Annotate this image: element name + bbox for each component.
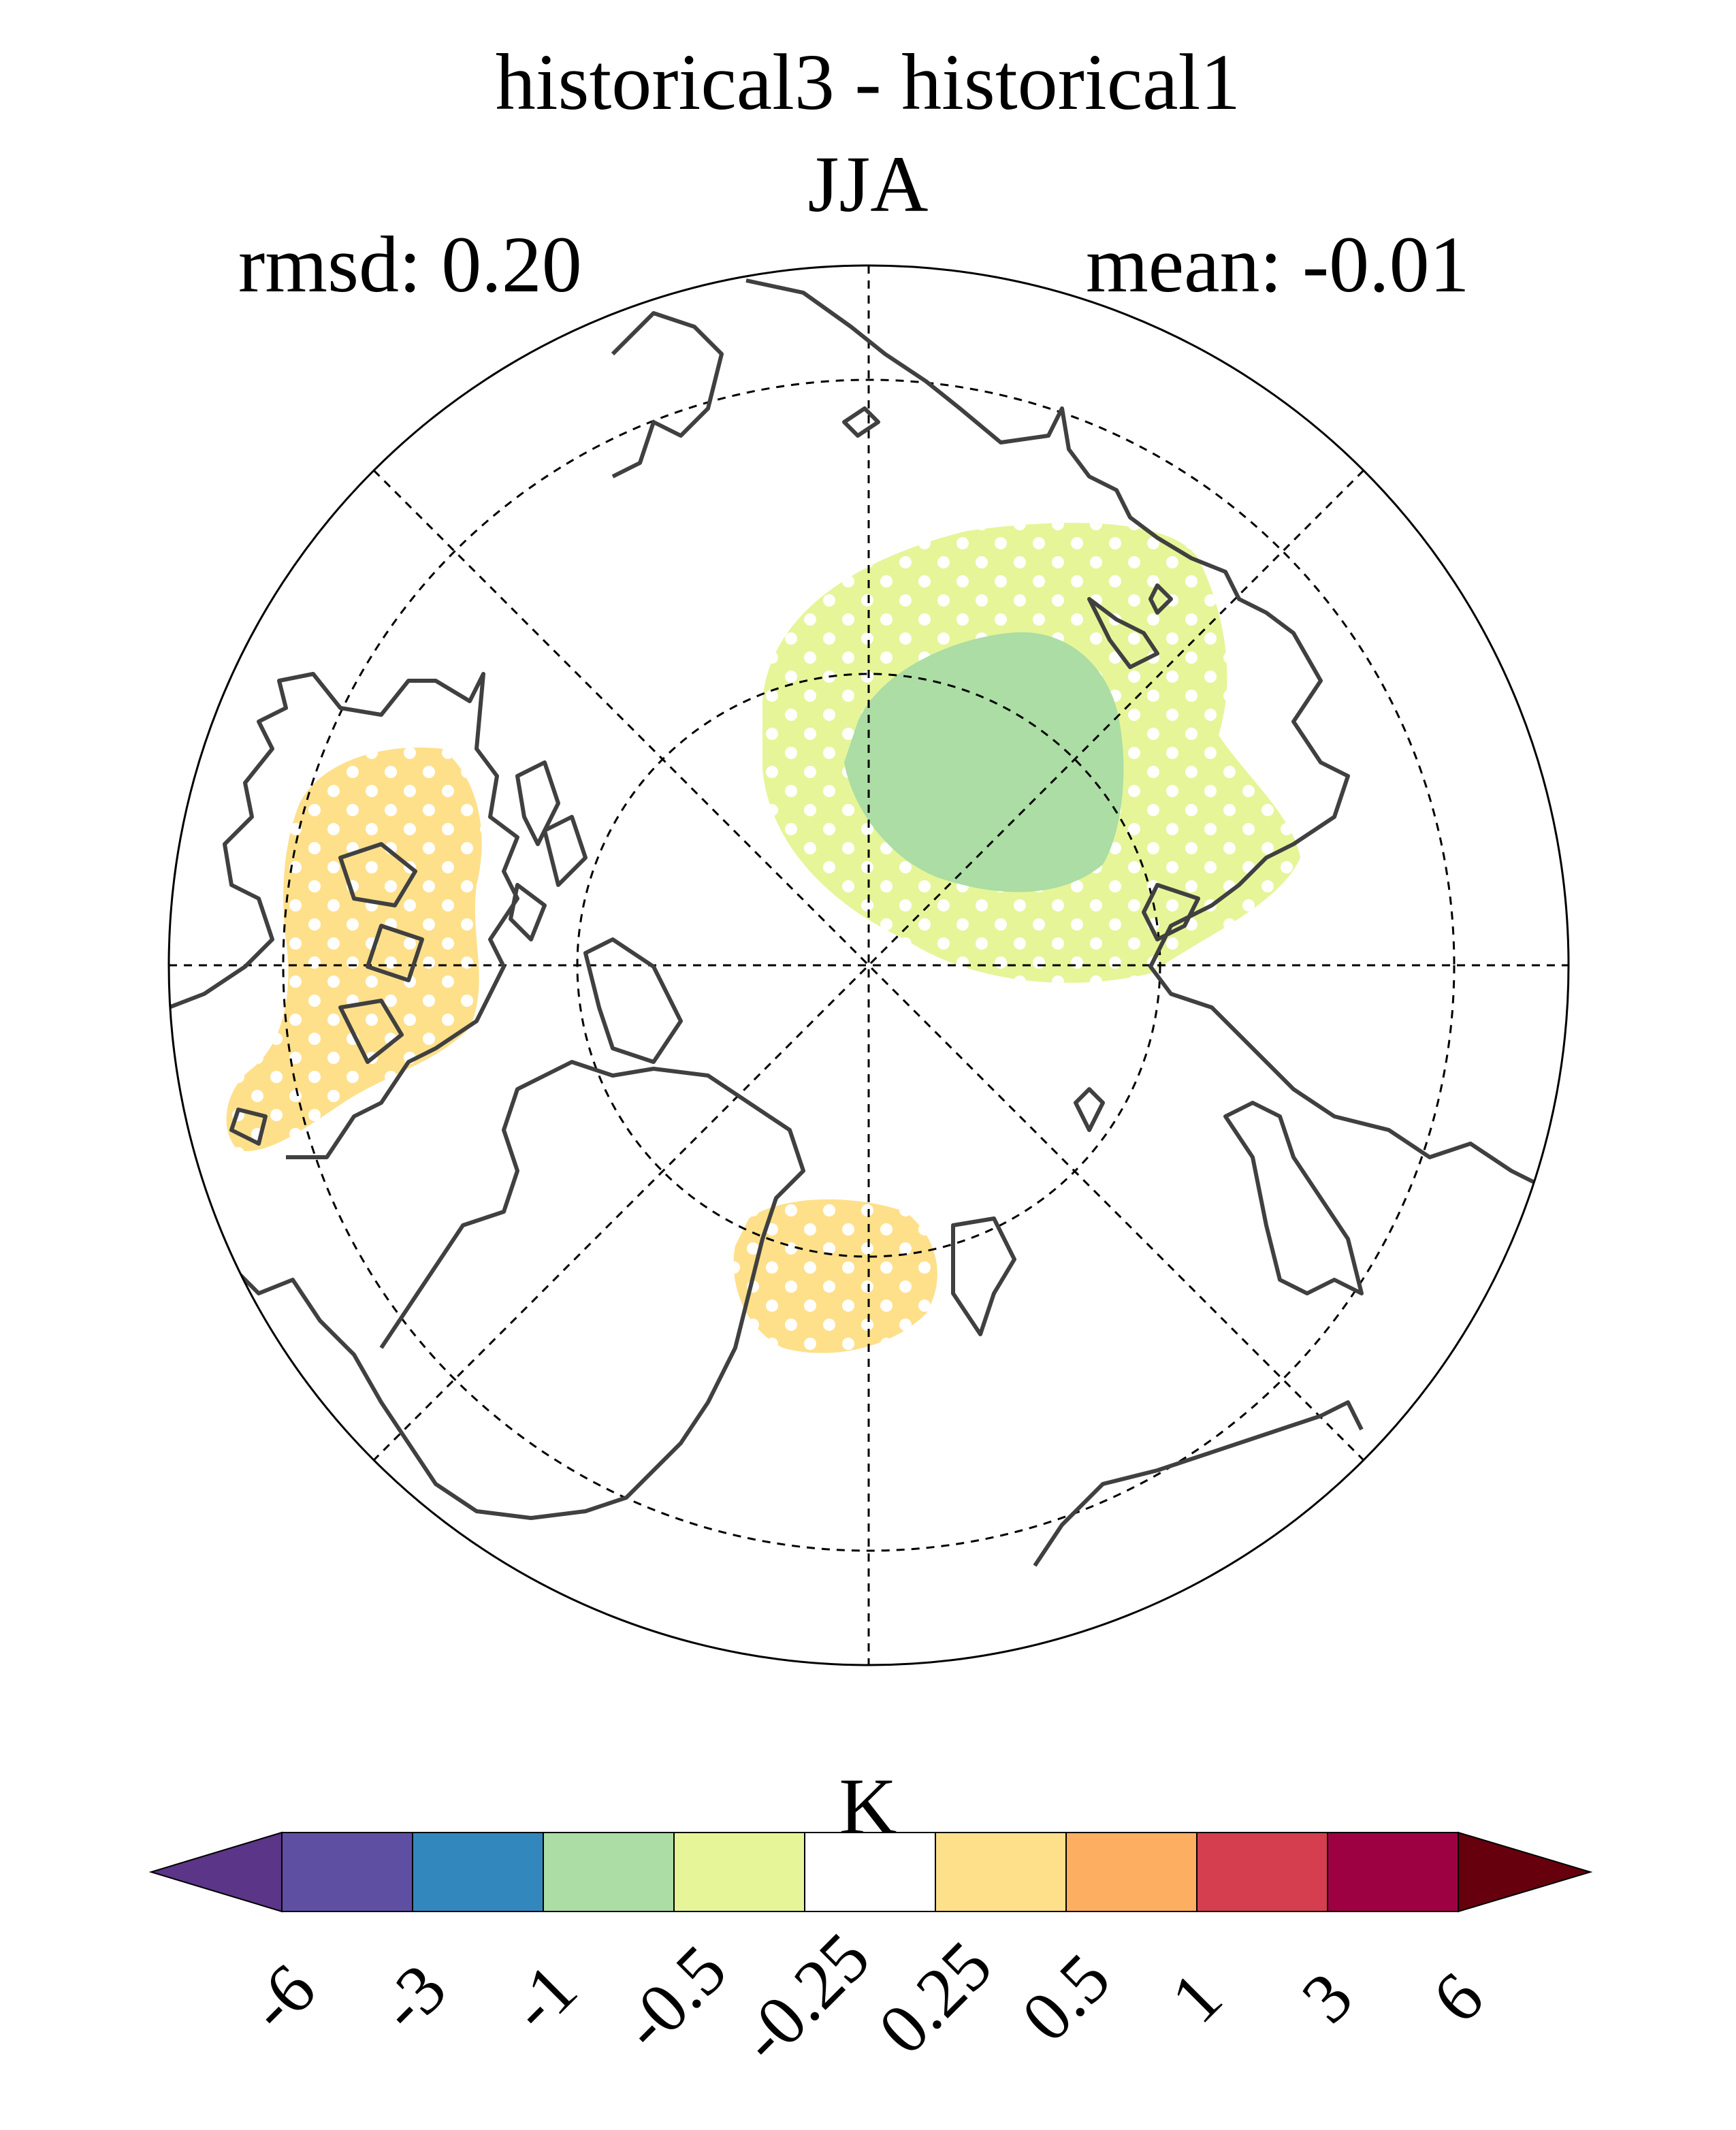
colorbar-box [1065,1832,1197,1912]
colorbar-box [281,1832,413,1912]
colorbar-box [543,1832,675,1912]
mean-label: mean: -0.01 [1086,220,1470,309]
colorbar-box [673,1832,805,1912]
coastlines [169,278,1568,1567]
map-boundary [167,264,1570,1666]
colorbar-box [1196,1832,1328,1912]
colorbar-box [1327,1832,1459,1912]
rmsd-label: rmsd: 0.20 [238,220,582,309]
colorbar-overflow-triangle [1458,1831,1593,1913]
colorbar-box [935,1832,1067,1912]
plot-title: historical3 - historical1 [495,37,1241,127]
colorbar-underflow-triangle [148,1831,283,1913]
polar-map [167,264,1570,1666]
colorbar-box [804,1832,936,1912]
colorbar-box [412,1832,544,1912]
season-label: JJA [807,140,929,229]
anomaly-region-strong-negative [844,632,1124,892]
graticule [169,265,1569,1665]
